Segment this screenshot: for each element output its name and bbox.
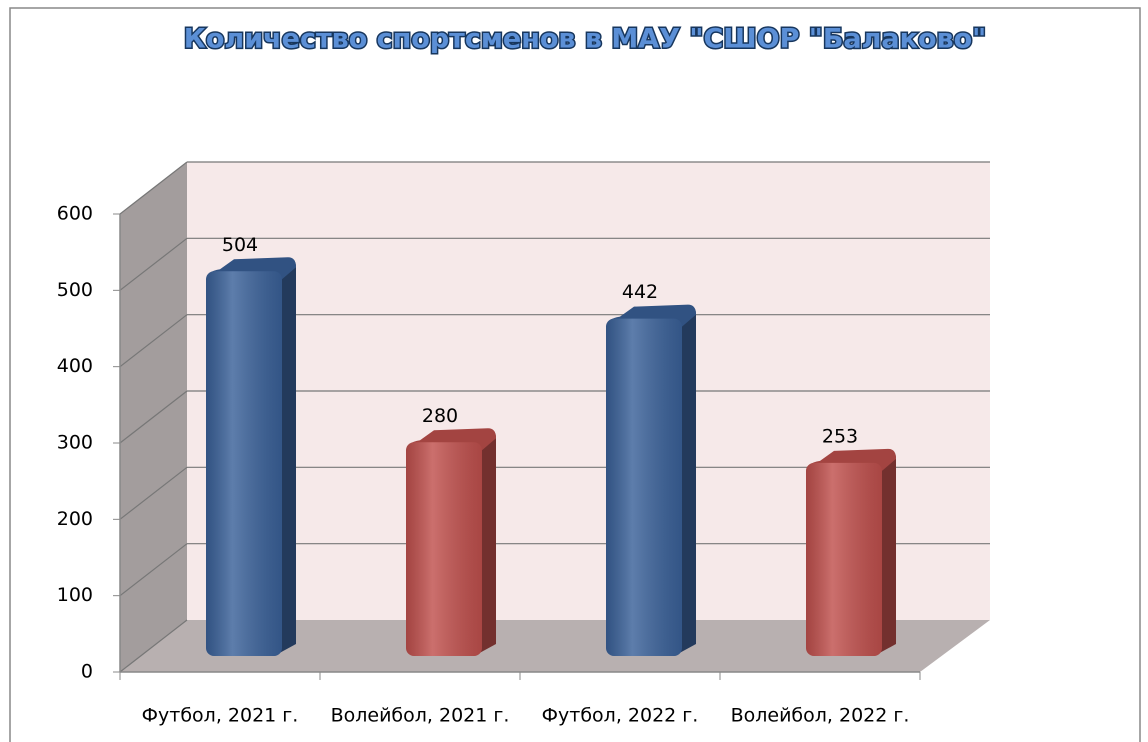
bar <box>606 304 696 656</box>
bar-shine <box>806 462 882 656</box>
y-tick-label: 300 <box>57 432 93 454</box>
data-label: 504 <box>222 234 258 256</box>
x-tick-label: Волейбол, 2021 г. <box>331 705 510 727</box>
grid-line <box>119 543 188 597</box>
data-label: 442 <box>622 281 658 303</box>
bar-shine <box>206 271 282 656</box>
grid-line <box>119 390 188 444</box>
x-tick-label: Футбол, 2022 г. <box>542 705 699 727</box>
grid-line <box>119 161 188 215</box>
bar <box>206 257 296 656</box>
y-tick-label: 400 <box>57 355 93 377</box>
y-tick-label: 200 <box>57 508 93 530</box>
data-label: 253 <box>822 425 858 447</box>
grid-line <box>119 314 188 368</box>
grid-line <box>119 237 188 291</box>
bar-shine <box>406 442 482 656</box>
floor <box>120 620 990 672</box>
bar <box>806 448 896 656</box>
y-tick-label: 600 <box>57 203 93 225</box>
x-tick-label: Волейбол, 2022 г. <box>731 705 910 727</box>
y-tick-label: 500 <box>57 279 93 301</box>
x-tick-label: Футбол, 2021 г. <box>142 705 299 727</box>
y-tick-label: 0 <box>81 661 93 683</box>
grid-line <box>119 619 188 673</box>
bar <box>406 428 496 656</box>
data-label: 280 <box>422 405 458 427</box>
chart-border <box>9 7 1141 742</box>
chart-title: Количество спортсменов в МАУ "СШОР "Бала… <box>184 24 986 55</box>
grid-line <box>119 466 188 520</box>
y-tick-label: 100 <box>57 584 93 606</box>
bar-shine <box>606 318 682 656</box>
